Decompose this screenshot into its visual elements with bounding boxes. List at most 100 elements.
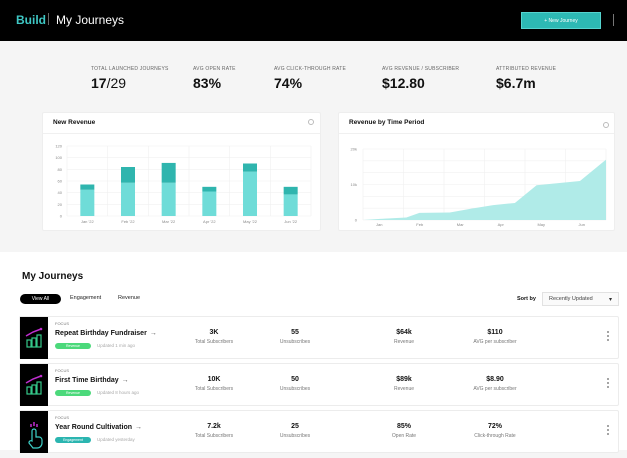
journey-tag: Engagement (55, 437, 91, 443)
new-journey-button[interactable]: + New Journey (521, 12, 601, 29)
journey-row[interactable]: FOCUS Year Round Cultivation→ Engagement Up… (19, 410, 619, 453)
focus-label: FOCUS (55, 368, 69, 373)
header-divider (613, 14, 614, 26)
journey-thumbnail (20, 364, 48, 406)
chart-title: Revenue by Time Period (349, 119, 424, 126)
x-tick-label: Apr (498, 222, 505, 227)
more-options-icon[interactable] (606, 425, 610, 437)
info-icon[interactable] (603, 122, 609, 128)
filter-engagement[interactable]: Engagement (70, 295, 101, 301)
bar-base (243, 172, 257, 216)
metric-value: 72% (455, 423, 535, 430)
x-tick-label: Feb '22 (121, 219, 135, 224)
y-tick-label: 40 (58, 190, 63, 195)
chart-title: New Revenue (53, 119, 95, 126)
metric-label: Unsubscribes (255, 339, 335, 345)
bar-base (284, 194, 298, 216)
journey-name[interactable]: First Time Birthday→ (55, 377, 129, 384)
chevron-down-icon: ▾ (609, 296, 612, 303)
bar-base (80, 190, 94, 216)
stat-label: AVG REVENUE / SUBSCRIBER (382, 66, 459, 72)
journey-title[interactable]: Year Round Cultivation (55, 424, 132, 431)
x-tick-label: Mar '22 (162, 219, 176, 224)
metric-value: $64k (364, 329, 444, 336)
bar-stacked (202, 187, 216, 192)
y-tick-label: 100 (55, 155, 62, 160)
journey-metric: 85%Open Rate (364, 423, 444, 439)
journey-metric: 72%Click-through Rate (455, 423, 535, 439)
bar-base (162, 183, 176, 216)
x-tick-label: Jun (579, 222, 585, 227)
journey-tag: Revenue (55, 343, 91, 349)
metric-label: Revenue (364, 386, 444, 392)
updated-time: Updated 1 min ago (97, 343, 135, 348)
filter-view-all[interactable]: View All (20, 294, 61, 304)
journey-title[interactable]: Repeat Birthday Fundraiser (55, 330, 147, 337)
journey-metric: $89k Revenue (364, 376, 444, 392)
y-tick-label: 20k (351, 147, 357, 152)
x-tick-label: May (537, 222, 545, 227)
stat-avg-open-rate: AVG OPEN RATE 83% (193, 66, 236, 91)
bar-stacked (80, 185, 94, 190)
journey-metric: $110 AVG per subscriber (455, 329, 535, 345)
arrow-right-icon[interactable]: → (122, 377, 129, 384)
journey-thumbnail (20, 317, 48, 359)
metric-value: 85% (364, 423, 444, 430)
y-tick-label: 120 (55, 144, 62, 149)
info-icon[interactable] (308, 119, 314, 125)
x-tick-label: Jan '22 (81, 219, 95, 224)
section-title: My Journeys (22, 271, 83, 282)
bar-base (121, 183, 135, 216)
more-options-icon[interactable] (606, 331, 610, 343)
metric-label: AVG per subscriber (455, 386, 535, 392)
journey-thumbnail (20, 411, 48, 453)
stat-label: AVG OPEN RATE (193, 66, 236, 72)
stat-value: $6.7m (496, 75, 556, 91)
stat-value: 83% (193, 75, 236, 91)
y-tick-label: 20 (58, 202, 63, 207)
y-tick-label: 10k (351, 182, 357, 187)
arrow-right-icon[interactable]: → (135, 424, 142, 431)
stat-avg-revenue-subscriber: AVG REVENUE / SUBSCRIBER $12.80 (382, 66, 459, 91)
arrow-right-icon[interactable]: → (150, 330, 157, 337)
metric-label: Revenue (364, 339, 444, 345)
metric-label: Unsubscribes (255, 433, 335, 439)
sort-label: Sort by (517, 296, 536, 302)
stat-label: ATTRIBUTED REVENUE (496, 66, 556, 72)
y-tick-label: 0 (60, 214, 63, 219)
stats-bar: TOTAL LAUNCHED JOURNEYS 17/29 AVG OPEN R… (0, 66, 627, 96)
journey-name[interactable]: Repeat Birthday Fundraiser→ (55, 330, 157, 337)
breadcrumb-divider (48, 13, 49, 25)
x-tick-label: Jan (376, 222, 382, 227)
hand-tap-icon (20, 440, 48, 457)
journey-title[interactable]: First Time Birthday (55, 377, 119, 384)
metric-value: $110 (455, 329, 535, 336)
metric-label: AVG per subscriber (455, 339, 535, 345)
metric-value: $89k (364, 376, 444, 383)
stat-value-total: /29 (107, 75, 126, 91)
metric-value: $8.90 (455, 376, 535, 383)
sort-value: Recently Updated (549, 296, 593, 302)
metric-value: 25 (255, 423, 335, 430)
brand-link[interactable]: Build (16, 13, 46, 27)
more-options-icon[interactable] (606, 378, 610, 390)
x-tick-label: Mar (457, 222, 465, 227)
filter-revenue[interactable]: Revenue (118, 295, 140, 301)
stat-total-launched: TOTAL LAUNCHED JOURNEYS 17/29 (91, 66, 169, 91)
metric-label: Total Subscribers (174, 433, 254, 439)
journey-name[interactable]: Year Round Cultivation→ (55, 424, 142, 431)
focus-label: FOCUS (55, 415, 69, 420)
updated-time: Updated yesterday (97, 437, 135, 442)
metric-label: Total Subscribers (174, 386, 254, 392)
metric-value: 7.2k (174, 423, 254, 430)
sort-select[interactable]: Recently Updated ▾ (542, 292, 619, 306)
breadcrumb-current: My Journeys (56, 13, 124, 27)
